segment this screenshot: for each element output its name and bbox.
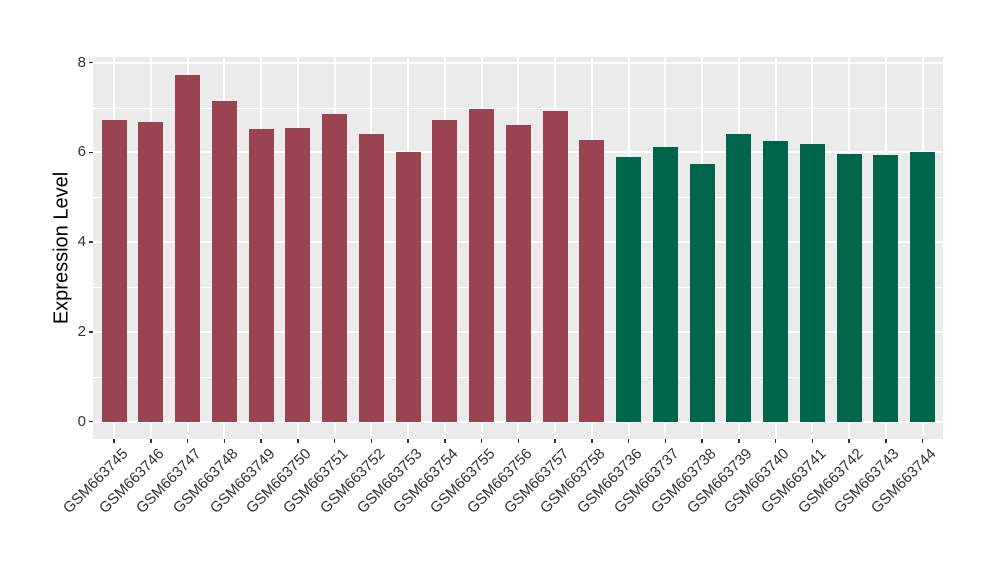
x-tick-mark — [664, 438, 666, 443]
bar-GSM663736 — [616, 156, 641, 422]
y-tick-label: 6 — [77, 143, 86, 161]
bar-GSM663747 — [175, 75, 200, 422]
bar-GSM663746 — [138, 122, 164, 422]
x-tick-mark — [738, 438, 740, 443]
x-tick-mark — [113, 438, 115, 443]
x-tick-mark — [333, 438, 336, 443]
x-tick-mark — [627, 438, 630, 443]
y-tick-label: 0 — [77, 412, 86, 430]
x-tick-mark — [774, 438, 777, 443]
x-tick-mark — [480, 438, 483, 443]
bar-GSM663750 — [285, 127, 311, 422]
bar-GSM663755 — [469, 108, 494, 422]
x-tick-mark — [885, 438, 887, 443]
plot-area — [93, 56, 943, 439]
y-tick-label: 4 — [77, 233, 86, 251]
y-tick-mark — [88, 420, 93, 423]
bar-GSM663737 — [652, 146, 678, 422]
bar-GSM663758 — [579, 140, 605, 422]
y-tick-mark — [88, 331, 93, 333]
bar-GSM663752 — [358, 133, 384, 422]
x-tick-mark — [921, 438, 924, 443]
x-tick-mark — [848, 438, 850, 443]
x-tick-mark — [260, 438, 262, 443]
x-tick-mark — [701, 438, 703, 443]
bar-GSM663756 — [505, 124, 531, 422]
x-tick-mark — [186, 438, 189, 443]
bar-GSM663754 — [432, 120, 458, 422]
bar-GSM663739 — [726, 133, 752, 422]
x-tick-mark — [811, 438, 813, 443]
y-tick-mark — [88, 61, 93, 64]
bar-GSM663742 — [836, 154, 862, 422]
x-tick-mark — [370, 438, 372, 443]
bar-GSM663743 — [873, 155, 899, 422]
bar-GSM663748 — [211, 100, 237, 422]
bar-GSM663745 — [101, 120, 127, 422]
bar-GSM663749 — [248, 129, 274, 422]
bar-GSM663741 — [799, 143, 825, 422]
bar-GSM663740 — [763, 141, 788, 422]
y-tick-mark — [88, 241, 93, 243]
x-tick-mark — [517, 438, 519, 443]
bar-GSM663744 — [910, 152, 935, 422]
x-tick-mark — [444, 438, 446, 443]
x-tick-mark — [223, 438, 225, 443]
x-tick-mark — [554, 438, 556, 443]
y-tick-label: 2 — [77, 322, 86, 340]
bar-GSM663751 — [322, 114, 347, 422]
x-tick-mark — [591, 438, 593, 443]
x-tick-mark — [150, 438, 152, 443]
x-tick-mark — [407, 438, 409, 443]
bar-GSM663738 — [689, 164, 715, 422]
bar-GSM663753 — [395, 152, 421, 422]
bar-GSM663757 — [542, 111, 568, 422]
y-tick-label: 8 — [77, 53, 86, 71]
x-tick-mark — [297, 438, 299, 443]
y-tick-mark — [88, 151, 93, 154]
